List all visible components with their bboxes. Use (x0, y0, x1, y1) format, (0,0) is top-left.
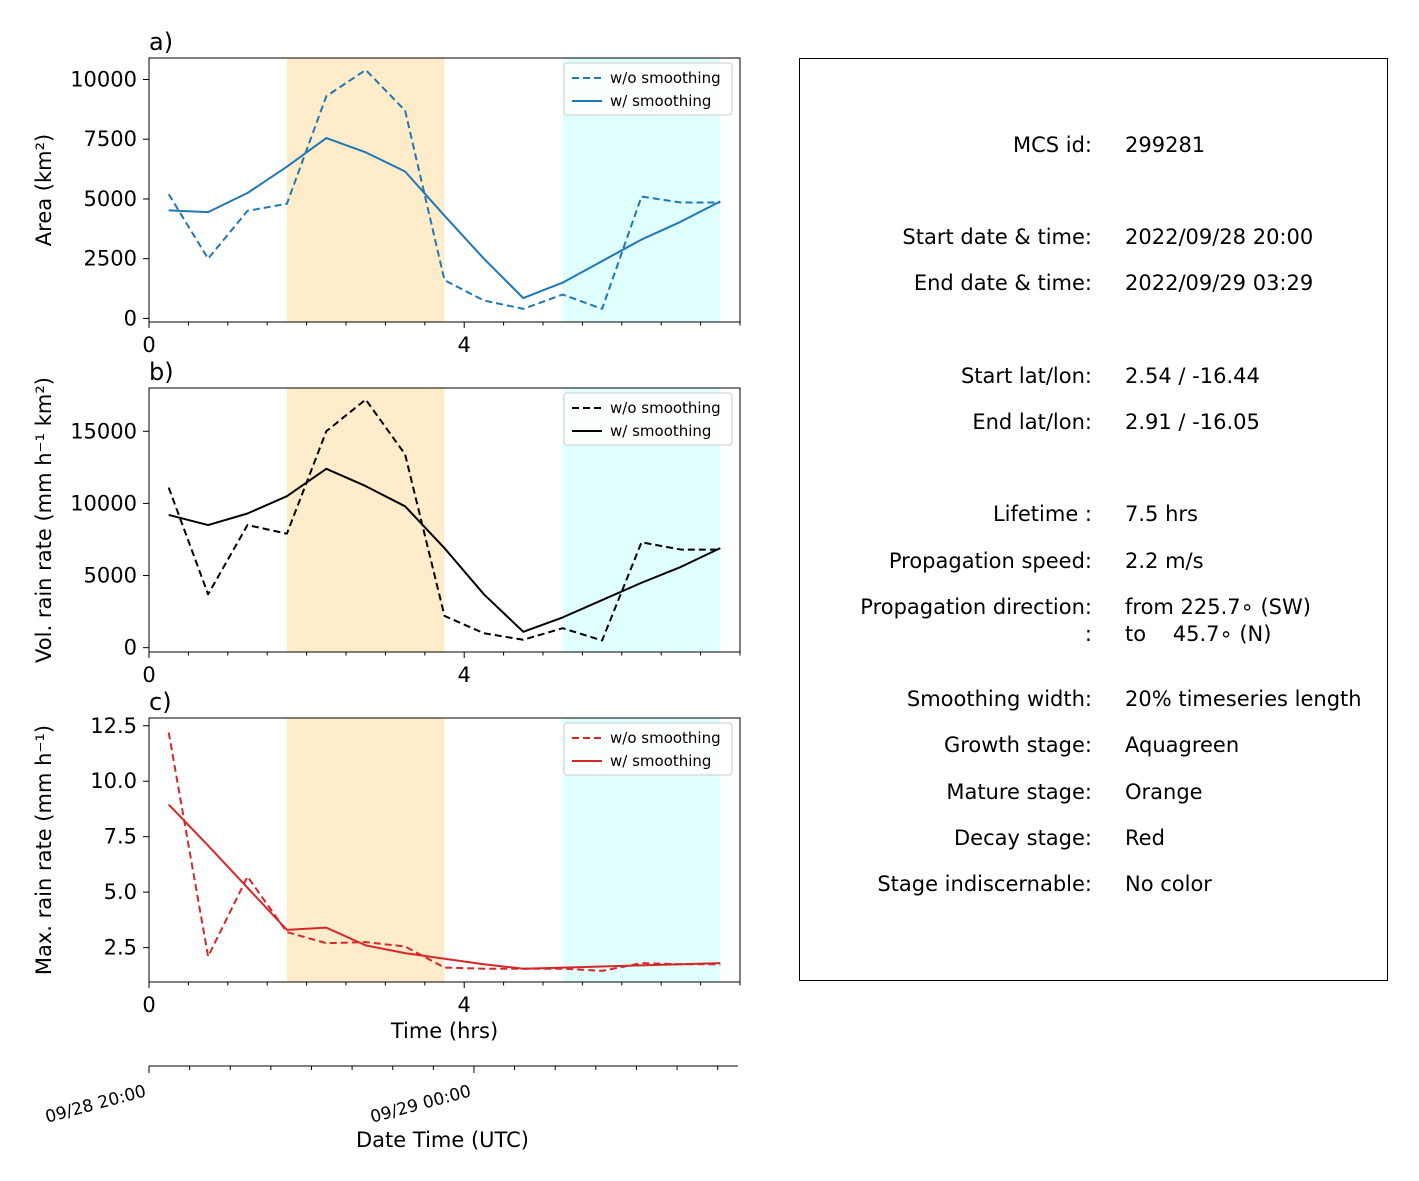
panel-c-axes-frame (148, 717, 741, 983)
info-label-lifetime: Lifetime : (992, 502, 1092, 526)
info-value-stage-indiscernable: No color (1125, 872, 1212, 896)
info-label-propagation-direction: Propagation direction: (860, 595, 1092, 619)
panel-b-label: b) (149, 358, 174, 386)
panel-c-y-tick-label: 10.0 (90, 769, 137, 793)
panel-b-x-tick-label: 0 (142, 663, 155, 687)
info-label-end-latlon: End lat/lon: (972, 410, 1092, 434)
info-label-stage-indiscernable: Stage indiscernable: (877, 872, 1092, 896)
panel-c-legend-entry: w/o smoothing (610, 729, 721, 747)
info-label-start-datetime: Start date & time: (902, 225, 1092, 249)
panel-b-series-without-smoothing (167, 398, 721, 642)
info-label-propagation-direction-cont: : (1084, 622, 1092, 646)
panel-c-legend-box (563, 722, 733, 776)
panel-b-legend-entry: w/ smoothing (610, 422, 711, 440)
info-label-decay-stage: Decay stage: (954, 826, 1092, 850)
panel-b-y-tick-label: 0 (124, 636, 137, 660)
panel-b-y-tick-label: 10000 (70, 491, 137, 515)
panel-c-y-tick-label: 5.0 (104, 880, 137, 904)
datetime-tick-label: 09/28 20:00 (43, 1082, 148, 1128)
info-value-end-latlon: 2.91 / -16.05 (1125, 410, 1260, 434)
panel-c-stage-band-mature (286, 718, 445, 982)
info-value-smoothing-width: 20% timeseries length (1125, 687, 1362, 711)
panel-a-y-tick-label: 10000 (70, 68, 137, 92)
panel-c-y-tick-label: 12.5 (90, 714, 137, 738)
panel-a-x-tick-label: 0 (142, 333, 155, 357)
info-label-smoothing-width: Smoothing width: (906, 687, 1092, 711)
panel-b-legend-entry: w/o smoothing (610, 399, 721, 417)
info-value-start-latlon: 2.54 / -16.44 (1125, 364, 1260, 388)
panel-b-y-tick-label: 5000 (84, 564, 137, 588)
panel-c-y-tick-label: 7.5 (104, 825, 137, 849)
panel-a-legend-entry: w/o smoothing (610, 69, 721, 87)
panel-c-y-axis-label: Max. rain rate (mm h⁻¹) (32, 725, 56, 975)
info-value-start-datetime: 2022/09/28 20:00 (1125, 225, 1314, 249)
mcs-info-panel: MCS id: 299281 Start date & time: 2022/0… (799, 58, 1388, 981)
datetime-tick-label: 09/29 00:00 (368, 1082, 473, 1128)
info-label-start-latlon: Start lat/lon: (960, 364, 1092, 388)
panel-a-legend-entry: w/ smoothing (610, 92, 711, 110)
panel-a-series-with-smoothing (168, 137, 721, 300)
panel-a-x-tick-label: 4 (458, 333, 471, 357)
info-value-lifetime: 7.5 hrs (1125, 502, 1198, 526)
info-value-growth-stage: Aquagreen (1125, 733, 1240, 757)
info-value-decay-stage: Red (1125, 826, 1165, 850)
panel-a-y-tick-label: 0 (124, 306, 137, 330)
panel-a-series-without-smoothing (167, 68, 721, 310)
panel-b-y-axis-label: Vol. rain rate (mm h⁻¹ km²) (32, 377, 56, 663)
info-value-propagation-direction-from: from 225.7∘ (SW) (1125, 595, 1311, 619)
panel-a-label: a) (149, 28, 173, 56)
info-label-mcs-id: MCS id: (1012, 133, 1092, 157)
panel-a-y-tick-label: 5000 (84, 187, 137, 211)
panel-a-legend-box (563, 62, 733, 116)
panel-b-legend-box (563, 392, 733, 446)
panel-c-x-tick-label: 0 (142, 993, 155, 1017)
info-value-end-datetime: 2022/09/29 03:29 (1125, 271, 1314, 295)
panel-a-y-axis-label: Area (km²) (32, 134, 56, 246)
info-value-mature-stage: Orange (1125, 780, 1203, 804)
panel-c-x-axis-label: Time (hrs) (390, 1019, 498, 1043)
panel-c-series-with-smoothing (167, 803, 721, 970)
panel-b-axes-frame (148, 387, 741, 653)
info-value-propagation-direction-to: to 45.7∘ (N) (1125, 622, 1272, 646)
info-label-growth-stage: Growth stage: (943, 733, 1092, 757)
panel-a-stage-band-mature (286, 58, 445, 322)
panel-b-x-tick-label: 4 (458, 663, 471, 687)
info-value-mcs-id: 299281 (1125, 133, 1206, 157)
info-label-propagation-speed: Propagation speed: (888, 549, 1092, 573)
panel-c-legend-entry: w/ smoothing (610, 752, 711, 770)
panel-a-y-tick-label: 7500 (84, 127, 137, 151)
panel-c-y-tick-label: 2.5 (104, 936, 137, 960)
panel-b-series-with-smoothing (168, 467, 721, 633)
info-label-end-datetime: End date & time: (913, 271, 1092, 295)
info-value-propagation-speed: 2.2 m/s (1125, 549, 1204, 573)
info-label-mature-stage: Mature stage: (946, 780, 1092, 804)
panel-a-axes-frame (148, 57, 741, 323)
panel-c-x-tick-label: 4 (458, 993, 471, 1017)
panel-a-y-tick-label: 2500 (84, 247, 137, 271)
panel-c-label: c) (149, 688, 172, 716)
datetime-axis-label: Date Time (UTC) (356, 1128, 529, 1152)
panel-b-y-tick-label: 15000 (70, 419, 137, 443)
